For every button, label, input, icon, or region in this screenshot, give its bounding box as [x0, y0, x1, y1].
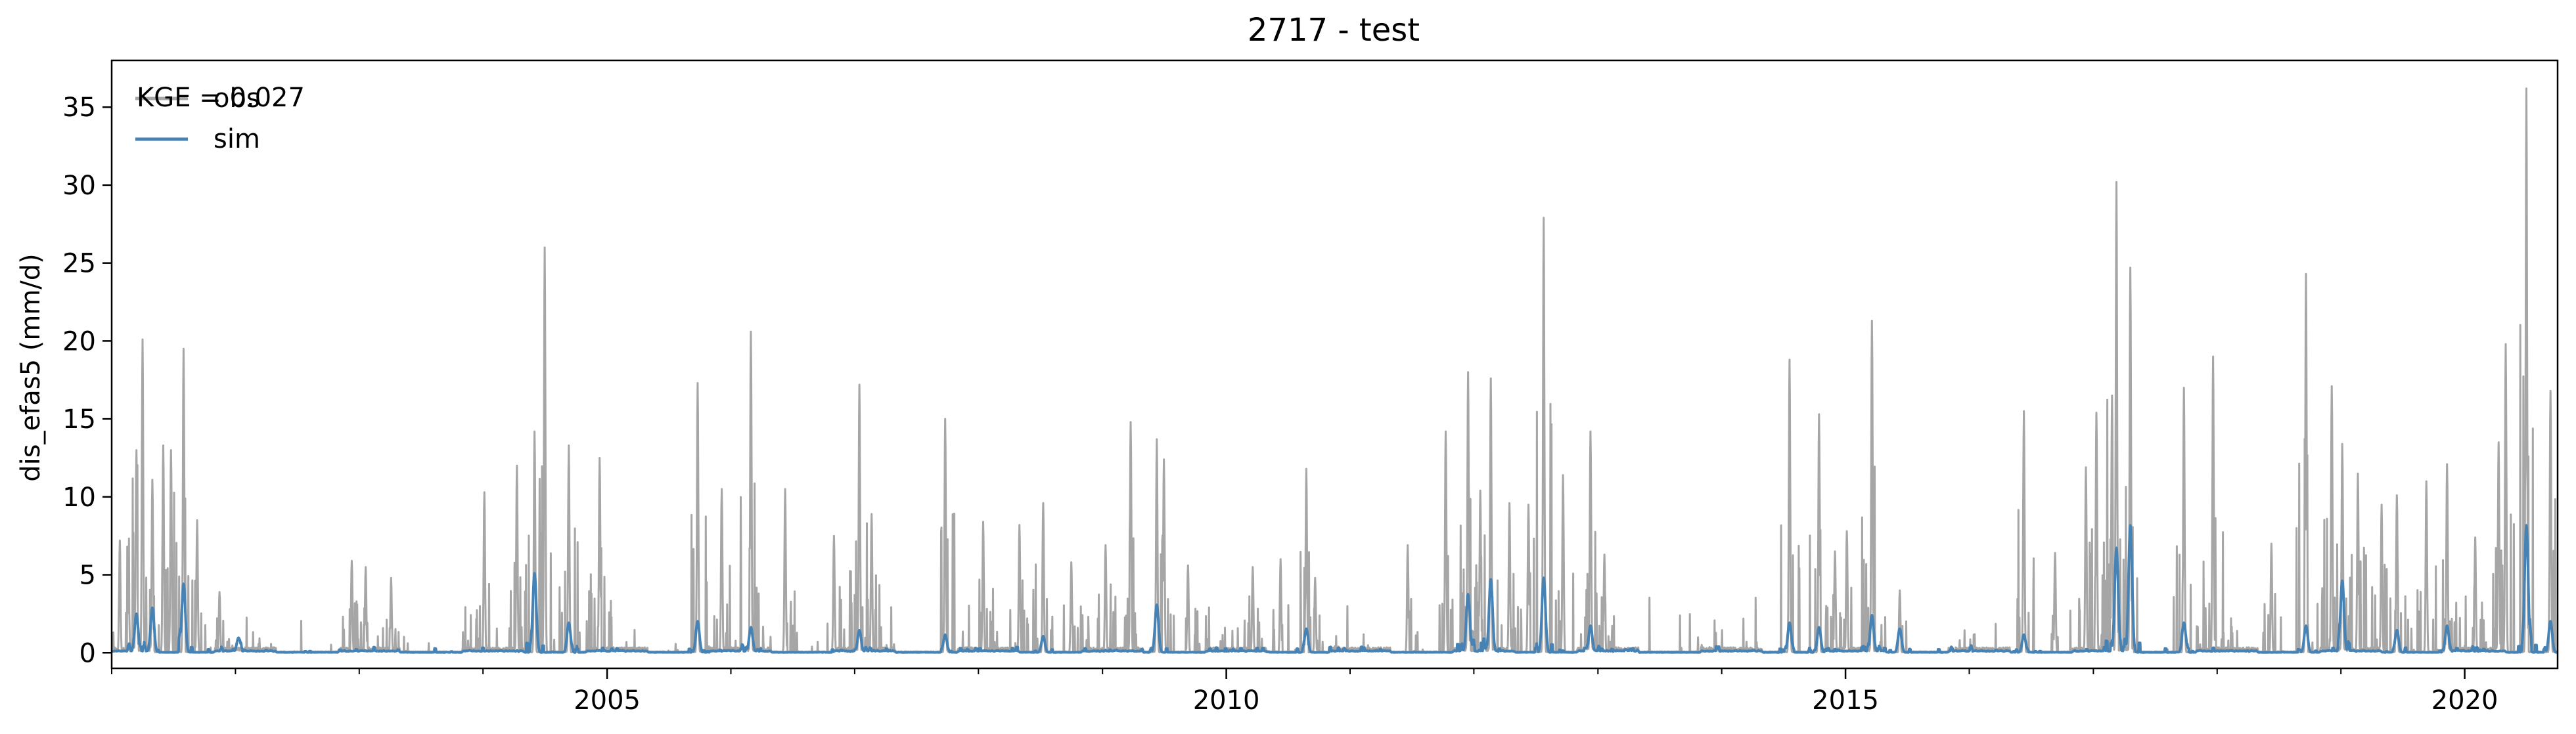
y-tick-label: 25	[62, 249, 96, 279]
x-tick-label: 2005	[574, 685, 641, 716]
axes-layer: 0 5 10 15 20 25 30 35 2005 2010 2015 2020	[62, 59, 2559, 716]
legend: obs sim	[135, 83, 260, 154]
y-tick-label: 15	[62, 404, 96, 435]
x-tick-label: 2010	[1193, 685, 1260, 716]
y-tick-label: 20	[62, 326, 96, 356]
series-sim-line	[110, 524, 2559, 654]
legend-obs-label: obs	[214, 83, 260, 114]
y-axis-label: dis_efas5 (mm/d)	[16, 253, 46, 482]
y-tick-label: 5	[79, 561, 96, 591]
plot-area	[112, 60, 2558, 668]
kge-annotation: KGE = 0.027	[137, 83, 305, 113]
x-tick-label: 2015	[1812, 685, 1879, 716]
y-tick-label: 35	[62, 93, 96, 123]
legend-sim-label: sim	[214, 124, 260, 154]
y-tick-label: 0	[79, 638, 96, 668]
plot-frame	[110, 59, 2559, 670]
y-tick-label: 30	[62, 171, 96, 201]
x-tick-label: 2020	[2431, 685, 2498, 716]
chart-title: 2717 - test	[1248, 12, 1420, 49]
series-layer	[110, 87, 2559, 654]
plot-background	[112, 60, 2558, 668]
y-tick-label: 10	[62, 483, 96, 513]
